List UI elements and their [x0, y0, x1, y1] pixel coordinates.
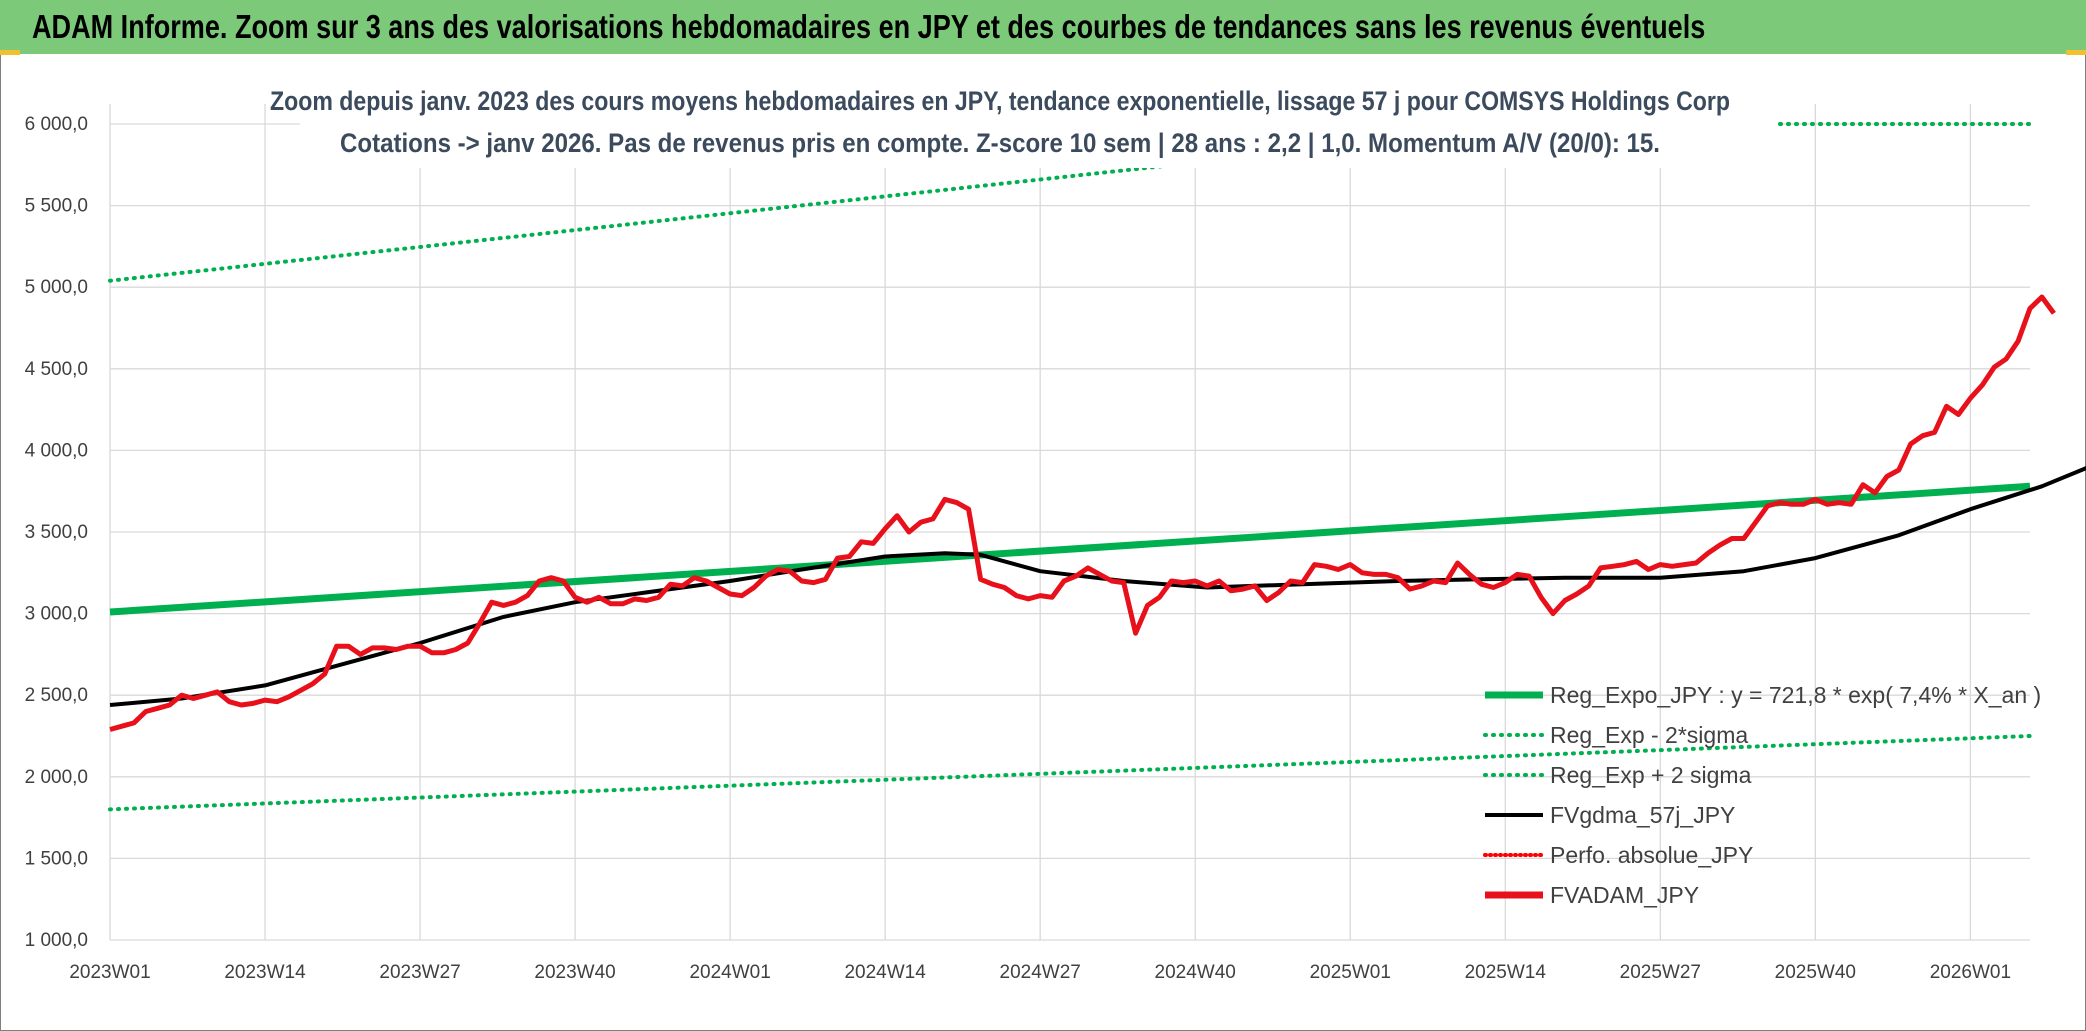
chart-subtitle: Zoom depuis janv. 2023 des cours moyens … [270, 86, 1730, 158]
chart-subtitle-line-2: Cotations -> janv 2026. Pas de revenus p… [340, 128, 1660, 158]
y-tick-label: 4 500,0 [25, 359, 88, 380]
x-tick-label: 2024W27 [1000, 962, 1081, 983]
y-tick-label: 4 000,0 [25, 440, 88, 461]
legend-label: Reg_Exp - 2*sigma [1550, 722, 1748, 748]
subtitle-backdrop [300, 78, 1780, 168]
legend-label: Perfo. absolue_JPY [1550, 842, 1753, 868]
banner-accent-right [2066, 50, 2086, 55]
x-tick-label: 2024W40 [1155, 962, 1236, 983]
x-tick-label: 2026W01 [1930, 962, 2011, 983]
x-tick-label: 2025W40 [1775, 962, 1856, 983]
chart-subtitle-line-1: Zoom depuis janv. 2023 des cours moyens … [270, 86, 1730, 116]
x-tick-label: 2023W01 [69, 962, 150, 983]
x-tick-label: 2024W01 [689, 962, 770, 983]
y-tick-label: 6 000,0 [25, 114, 88, 135]
y-tick-label: 2 000,0 [25, 767, 88, 788]
x-tick-label: 2023W14 [224, 962, 306, 983]
y-axis-ticks: 1 000,0 1 500,0 2 000,0 2 500,0 3 000,0 3 500… [25, 114, 88, 951]
series-lines [108, 104, 2086, 812]
x-tick-label: 2025W27 [1620, 962, 1701, 983]
y-tick-label: 5 000,0 [25, 277, 88, 298]
x-tick-label: 2025W01 [1310, 962, 1391, 983]
series-line-reg-exp-2-sigma [108, 734, 2032, 812]
report-title: ADAM Informe. Zoom sur 3 ans des valoris… [32, 8, 1706, 45]
title-banner: ADAM Informe. Zoom sur 3 ans des valoris… [0, 0, 2086, 54]
y-tick-label: 3 000,0 [25, 604, 88, 625]
legend-label: FVgdma_57j_JPY [1550, 802, 1735, 828]
chart-legend: Reg_Expo_JPY : y = 721,8 * exp( 7,4% * X… [1483, 682, 2041, 908]
x-tick-label: 2023W27 [379, 962, 460, 983]
legend-label: Reg_Expo_JPY : y = 721,8 * exp( 7,4% * X… [1550, 682, 2041, 708]
x-tick-label: 2023W40 [534, 962, 615, 983]
grid-lines [109, 104, 2030, 941]
legend-label: Reg_Exp + 2 sigma [1550, 762, 1752, 788]
series-line-fvgdma [109, 466, 2086, 707]
y-tick-label: 1 000,0 [25, 930, 88, 951]
y-tick-label: 1 500,0 [25, 848, 88, 869]
legend-label: FVADAM_JPY [1550, 882, 1699, 908]
series-line-reg-expo [109, 482, 2031, 616]
y-tick-label: 3 500,0 [25, 522, 88, 543]
x-tick-label: 2024W14 [844, 962, 926, 983]
banner-accent-left [0, 50, 20, 55]
x-tick-label: 2025W14 [1465, 962, 1547, 983]
y-tick-label: 2 500,0 [25, 685, 88, 706]
series-line-fvadam [109, 294, 2056, 732]
y-tick-label: 5 500,0 [25, 196, 88, 217]
x-axis-ticks: 2023W01 2023W14 2023W27 2023W40 2024W01 2024W… [69, 962, 2011, 983]
